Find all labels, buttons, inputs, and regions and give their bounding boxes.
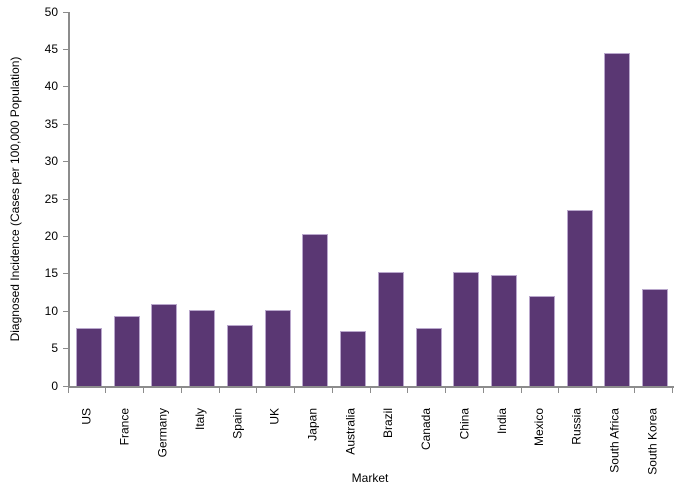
bar-canada bbox=[415, 328, 442, 386]
x-axis-tick bbox=[558, 388, 560, 393]
x-axis-tick bbox=[445, 388, 446, 393]
x-axis-tick bbox=[256, 388, 258, 393]
y-axis-tick bbox=[63, 11, 68, 13]
bar-china bbox=[453, 271, 480, 386]
x-axis-tick-label: Mexico bbox=[532, 408, 547, 447]
x-axis-title: Market bbox=[351, 471, 389, 485]
x-axis-tick-label: US bbox=[79, 408, 94, 425]
x-axis-tick-label: Italy bbox=[192, 408, 207, 431]
y-axis-tick-label: 35 bbox=[44, 116, 58, 131]
bar-brazil bbox=[377, 272, 404, 386]
y-axis-tick bbox=[63, 235, 68, 237]
bar-italy bbox=[189, 310, 216, 386]
x-axis-tick-label: France bbox=[117, 408, 132, 446]
x-axis-tick-label: Spain bbox=[230, 408, 245, 439]
y-axis-tick-label: 10 bbox=[44, 303, 58, 318]
y-axis-tick-label: 45 bbox=[44, 41, 58, 56]
y-axis-tick-label: 50 bbox=[44, 4, 58, 19]
x-axis-tick-label: South Africa bbox=[607, 408, 622, 473]
bar-india bbox=[491, 274, 518, 386]
y-axis-tick-label: 25 bbox=[44, 191, 58, 206]
y-axis-tick bbox=[63, 198, 68, 200]
x-axis-tick bbox=[67, 388, 69, 393]
y-axis-tick-label: 0 bbox=[51, 378, 58, 393]
bar-russia bbox=[566, 210, 593, 386]
x-axis-tick-label: Brazil bbox=[381, 408, 396, 439]
y-axis-tick-label: 30 bbox=[44, 154, 58, 169]
bar-uk bbox=[264, 309, 291, 386]
bar-us bbox=[75, 327, 102, 386]
x-axis-tick-label: India bbox=[494, 408, 509, 435]
x-axis-tick-label: Australia bbox=[343, 408, 358, 455]
y-axis-tick bbox=[63, 273, 68, 275]
x-axis-tick bbox=[671, 388, 673, 393]
plot-area bbox=[68, 12, 674, 388]
x-axis-tick bbox=[482, 388, 484, 393]
x-axis-tick-label: South Korea bbox=[645, 408, 660, 475]
x-axis-tick bbox=[633, 388, 635, 393]
x-axis-tick bbox=[596, 388, 597, 393]
bar-germany bbox=[151, 303, 178, 386]
y-axis-tick-label: 40 bbox=[44, 79, 58, 94]
bar-spain bbox=[226, 324, 253, 386]
x-axis-tick bbox=[294, 388, 295, 393]
bar-south-africa bbox=[604, 53, 631, 386]
x-axis-tick bbox=[143, 388, 144, 393]
y-axis-tick bbox=[63, 348, 68, 350]
y-axis-tick-label: 5 bbox=[51, 341, 58, 356]
y-axis-tick bbox=[63, 86, 68, 88]
y-axis-tick bbox=[63, 123, 68, 125]
y-axis-tick bbox=[63, 161, 68, 163]
y-axis-tick bbox=[63, 310, 68, 312]
x-axis-tick bbox=[369, 388, 371, 393]
x-axis-tick bbox=[180, 388, 182, 393]
bar-south-korea bbox=[642, 288, 669, 386]
bar-france bbox=[113, 316, 140, 386]
x-axis-tick bbox=[407, 388, 409, 393]
y-axis-tick-label: 20 bbox=[44, 228, 58, 243]
x-axis-tick bbox=[331, 388, 333, 393]
bar-mexico bbox=[528, 296, 555, 386]
x-axis-tick-label: UK bbox=[268, 408, 283, 425]
x-axis-tick bbox=[105, 388, 107, 393]
x-axis-tick-label: Canada bbox=[419, 408, 434, 451]
x-axis-tick-label: Germany bbox=[154, 408, 169, 458]
bar-japan bbox=[302, 234, 329, 386]
x-axis-tick bbox=[218, 388, 220, 393]
y-axis-tick bbox=[63, 385, 68, 387]
y-axis-tick-label: 15 bbox=[44, 266, 58, 281]
x-axis-tick bbox=[520, 388, 522, 393]
x-axis-tick-label: Russia bbox=[570, 408, 585, 445]
x-axis-tick-label: Japan bbox=[305, 408, 320, 441]
y-axis-title: Diagnosed Incidence (Cases per 100,000 P… bbox=[8, 56, 22, 342]
bar-australia bbox=[340, 330, 367, 386]
x-axis-tick-label: China bbox=[456, 408, 471, 440]
y-axis-tick bbox=[63, 48, 68, 50]
